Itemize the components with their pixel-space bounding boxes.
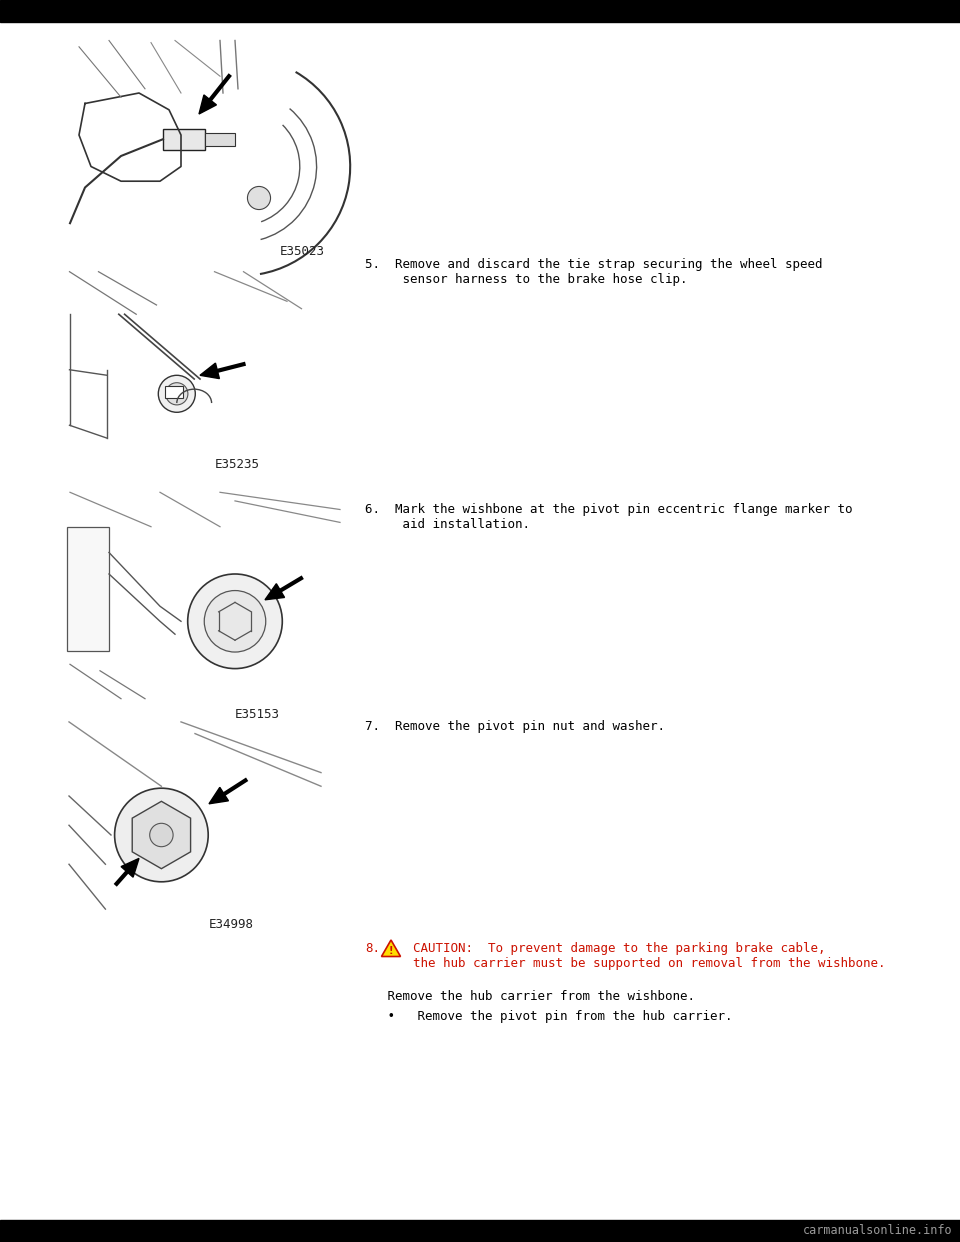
Text: E34998: E34998 — [209, 918, 254, 932]
Circle shape — [114, 789, 208, 882]
Text: 6.  Mark the wishbone at the pivot pin eccentric flange marker to: 6. Mark the wishbone at the pivot pin ec… — [365, 503, 852, 515]
Text: 7.  Remove the pivot pin nut and washer.: 7. Remove the pivot pin nut and washer. — [365, 720, 665, 733]
Text: carmanualsonline.info: carmanualsonline.info — [803, 1225, 952, 1237]
Text: CAUTION:  To prevent damage to the parking brake cable,: CAUTION: To prevent damage to the parkin… — [413, 941, 826, 955]
Bar — [205, 133, 235, 145]
Circle shape — [158, 375, 195, 412]
Bar — [67, 527, 109, 651]
Text: the hub carrier must be supported on removal from the wishbone.: the hub carrier must be supported on rem… — [413, 958, 885, 970]
Polygon shape — [209, 787, 228, 804]
Text: Remove the hub carrier from the wishbone.: Remove the hub carrier from the wishbone… — [365, 990, 695, 1004]
Circle shape — [188, 574, 282, 668]
Polygon shape — [121, 858, 139, 877]
Polygon shape — [265, 584, 284, 600]
Bar — [0, 0, 960, 22]
Polygon shape — [199, 94, 216, 114]
Text: sensor harness to the brake hose clip.: sensor harness to the brake hose clip. — [365, 273, 687, 286]
Text: 8.: 8. — [365, 941, 380, 955]
Circle shape — [204, 590, 266, 652]
Bar — [163, 129, 205, 150]
Polygon shape — [381, 940, 400, 956]
Circle shape — [248, 186, 271, 210]
Text: !: ! — [389, 946, 394, 956]
Text: E35235: E35235 — [214, 458, 259, 471]
Bar — [165, 386, 182, 397]
Text: E35153: E35153 — [235, 708, 280, 722]
Text: E35023: E35023 — [280, 245, 325, 258]
Polygon shape — [132, 801, 191, 868]
Circle shape — [166, 383, 188, 405]
Text: aid installation.: aid installation. — [365, 518, 530, 532]
Text: 5.  Remove and discard the tie strap securing the wheel speed: 5. Remove and discard the tie strap secu… — [365, 258, 823, 271]
Text: •   Remove the pivot pin from the hub carrier.: • Remove the pivot pin from the hub carr… — [365, 1010, 732, 1023]
Bar — [0, 1220, 960, 1242]
Polygon shape — [200, 363, 220, 379]
Circle shape — [150, 823, 173, 847]
